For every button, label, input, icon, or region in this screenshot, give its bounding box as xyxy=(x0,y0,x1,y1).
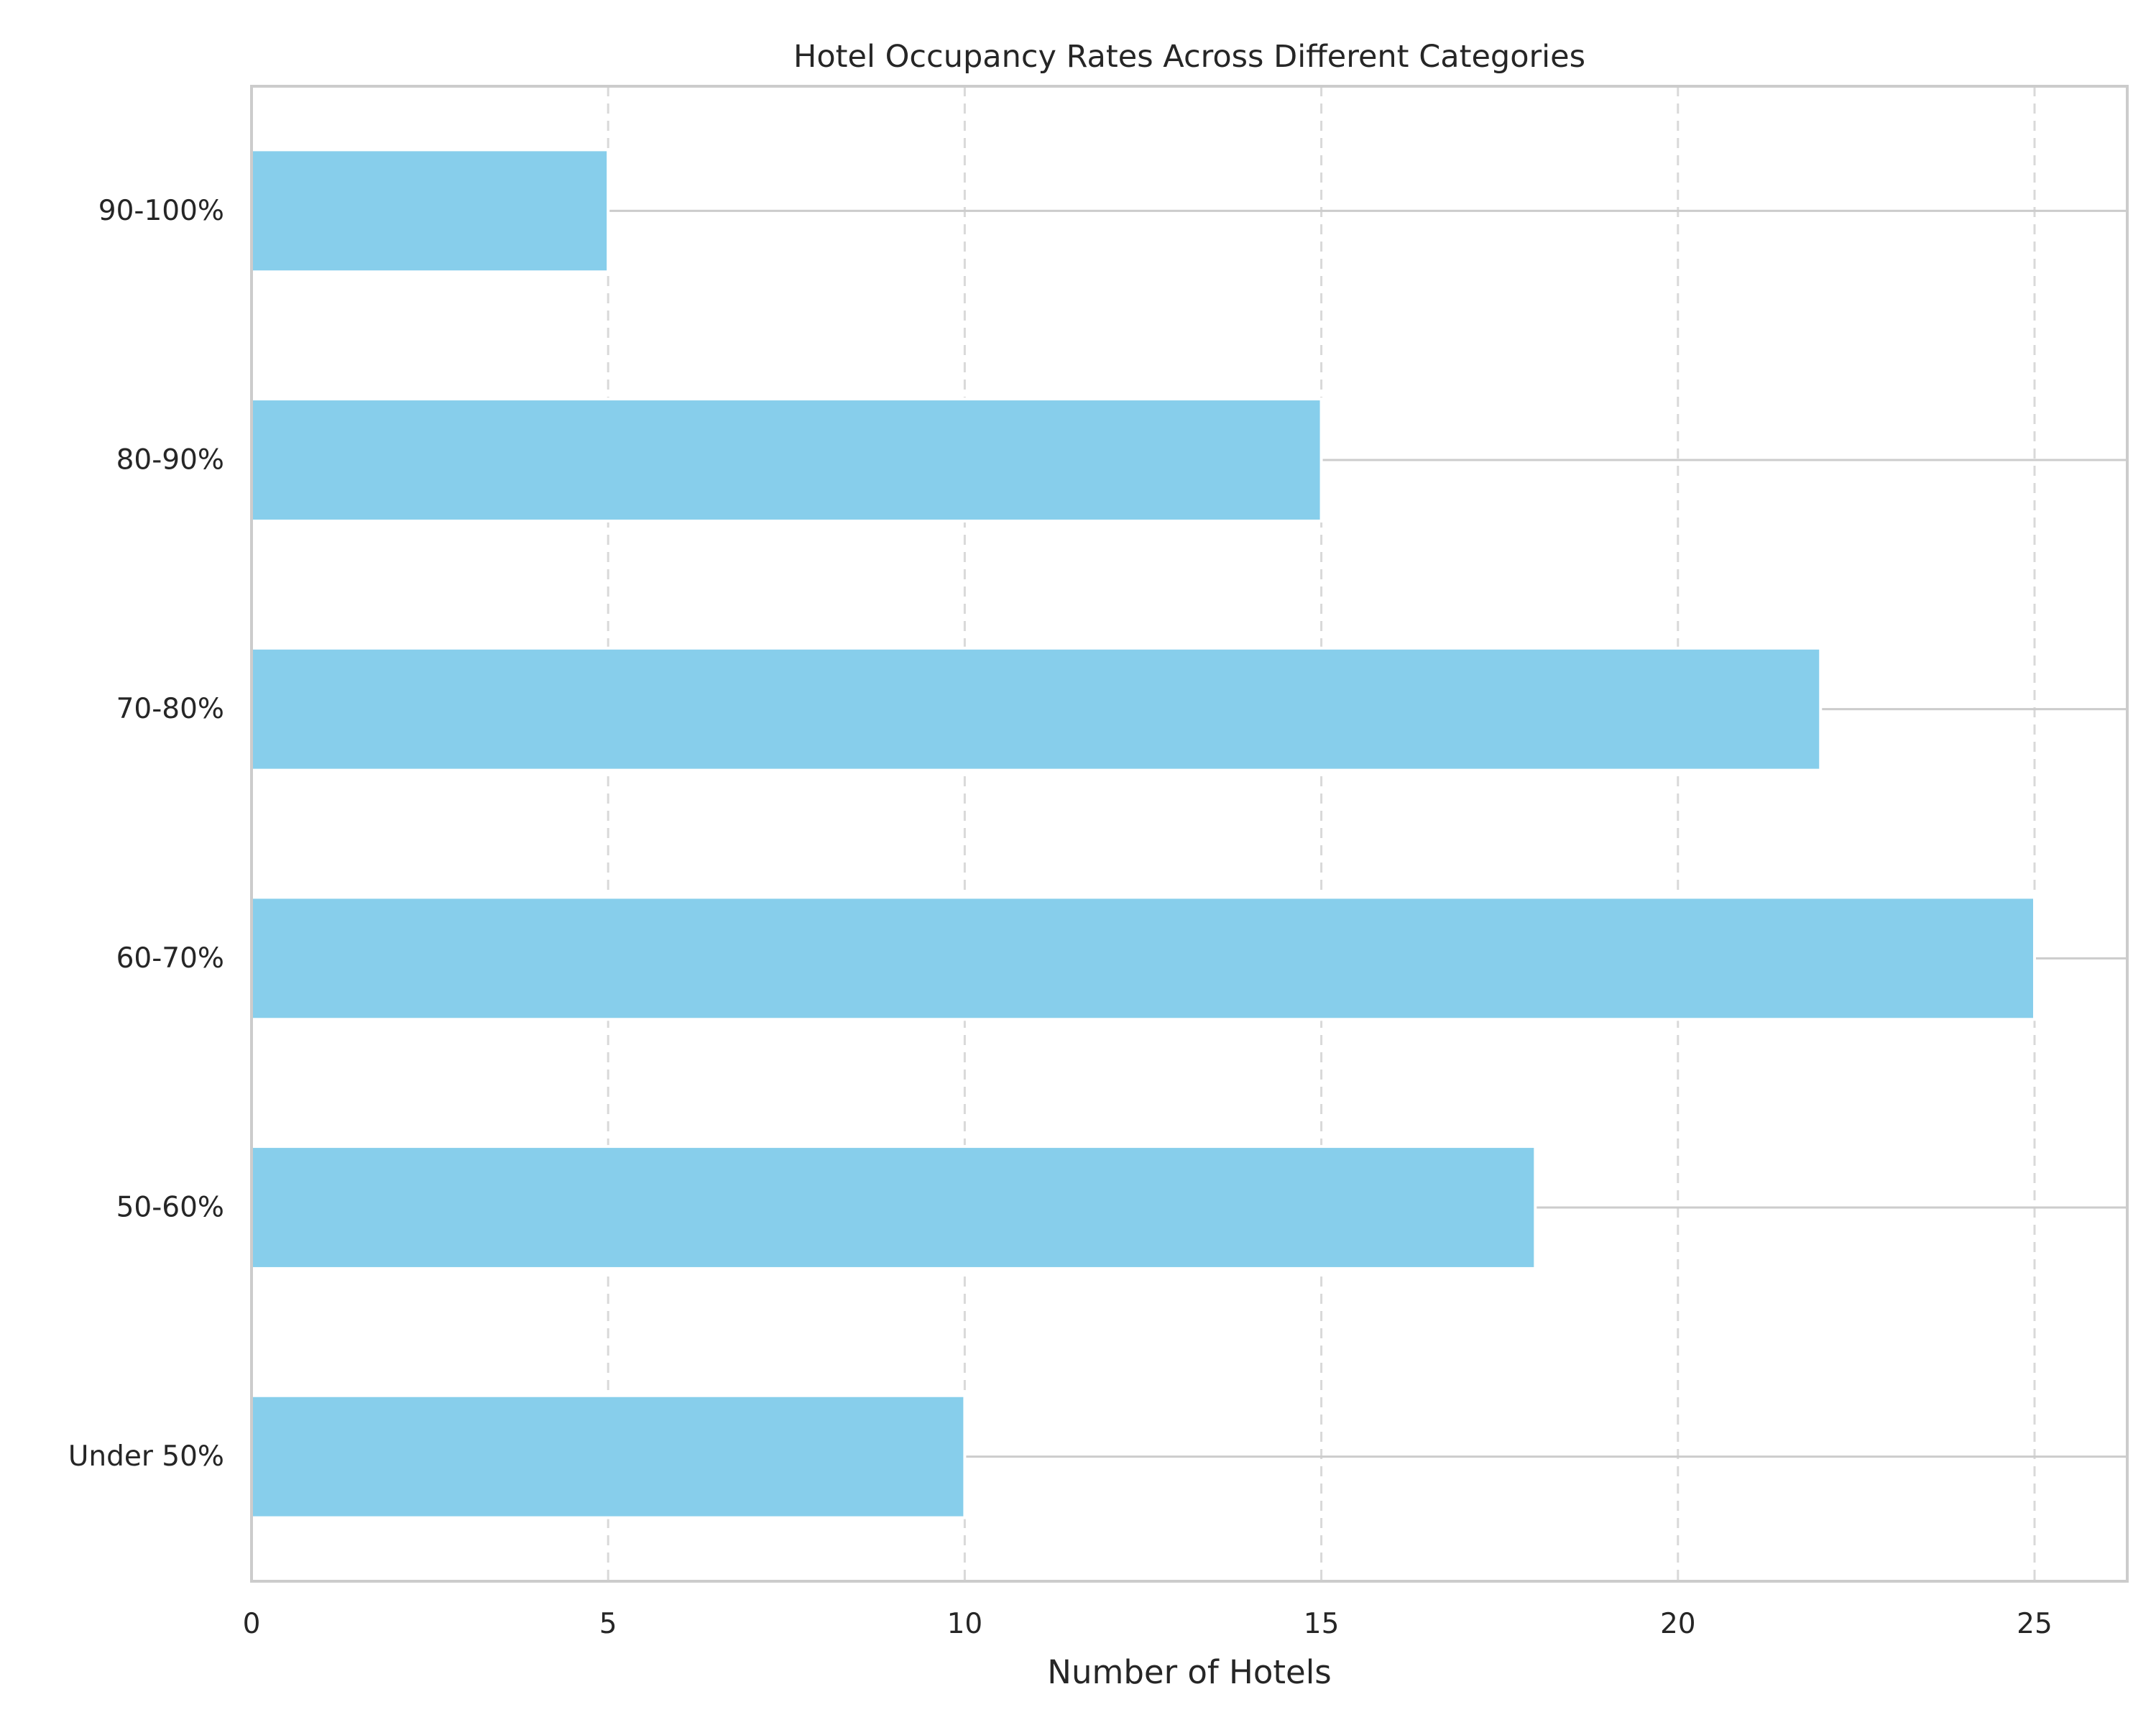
x-tick-label: 10 xyxy=(947,1608,983,1640)
x-axis-label: Number of Hotels xyxy=(1047,1653,1331,1691)
x-tick-label: 20 xyxy=(1660,1608,1696,1640)
axes-frame xyxy=(250,85,2129,1583)
y-tick-label: 90-100% xyxy=(98,195,224,227)
y-tick-label: Under 50% xyxy=(68,1440,224,1473)
x-tick-label: 15 xyxy=(1304,1608,1340,1640)
chart-title: Hotel Occupancy Rates Across Different C… xyxy=(793,39,1585,75)
bar xyxy=(250,646,1823,772)
y-tick-label: 80-90% xyxy=(116,444,224,477)
x-tick-label: 5 xyxy=(599,1608,617,1640)
x-tick-label: 0 xyxy=(243,1608,261,1640)
bars-layer xyxy=(250,148,2036,1519)
y-tick-label: 60-70% xyxy=(116,942,224,975)
bar xyxy=(250,397,1323,523)
bar xyxy=(250,1145,1537,1270)
y-tick-labels: Under 50% 50-60% 60-70% 70-80% 80-90% 90-100% xyxy=(68,195,224,1473)
bar xyxy=(250,1394,967,1519)
bar xyxy=(250,148,610,274)
bar xyxy=(250,896,2036,1021)
y-tick-label: 70-80% xyxy=(116,693,224,725)
grid-layer xyxy=(252,86,2127,1581)
x-tick-labels: 0 5 10 15 20 25 xyxy=(243,1608,2053,1640)
y-tick-label: 50-60% xyxy=(116,1192,224,1224)
x-tick-label: 25 xyxy=(2017,1608,2053,1640)
